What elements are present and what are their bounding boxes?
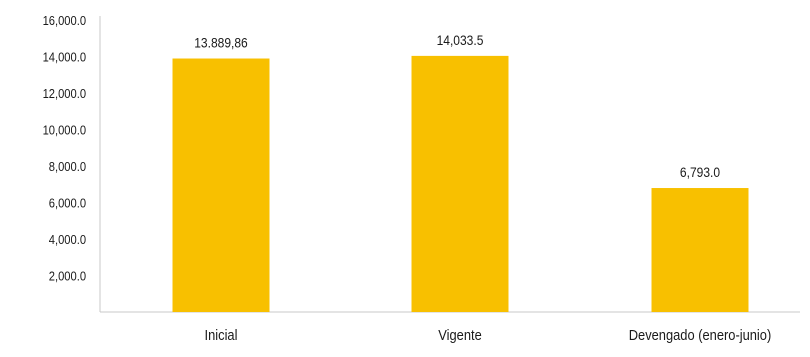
y-tick-label: 12,000.0 (43, 86, 87, 101)
category-labels-group: Inicial Vigente Devengado (enero-junio) (205, 326, 772, 343)
category-label: Vigente (438, 326, 482, 343)
y-tick-label: 10,000.0 (43, 123, 87, 138)
y-tick-label: 16,000.0 (43, 13, 87, 28)
category-label: Devengado (enero-junio) (629, 326, 771, 343)
y-tick-label: 4,000.0 (49, 232, 87, 247)
value-label: 13.889,86 (194, 35, 248, 51)
value-labels-group: 13.889,86 14,033.5 6,793.0 (194, 32, 720, 180)
value-label: 6,793.0 (680, 164, 720, 180)
value-label: 14,033.5 (437, 32, 484, 48)
y-tick-label: 6,000.0 (49, 196, 87, 211)
bars-group (172, 55, 749, 313)
y-tick-label: 2,000.0 (49, 269, 87, 284)
y-tick-label: 8,000.0 (49, 159, 87, 174)
bar-1 (172, 58, 270, 312)
bar-2 (411, 55, 509, 313)
bar-3 (651, 188, 749, 312)
y-tick-label: 14,000.0 (43, 50, 87, 65)
y-axis-ticks: 2,000.0 4,000.0 6,000.0 8,000.0 10,000.0 12,0… (43, 13, 87, 284)
category-label: Inicial (205, 326, 238, 343)
